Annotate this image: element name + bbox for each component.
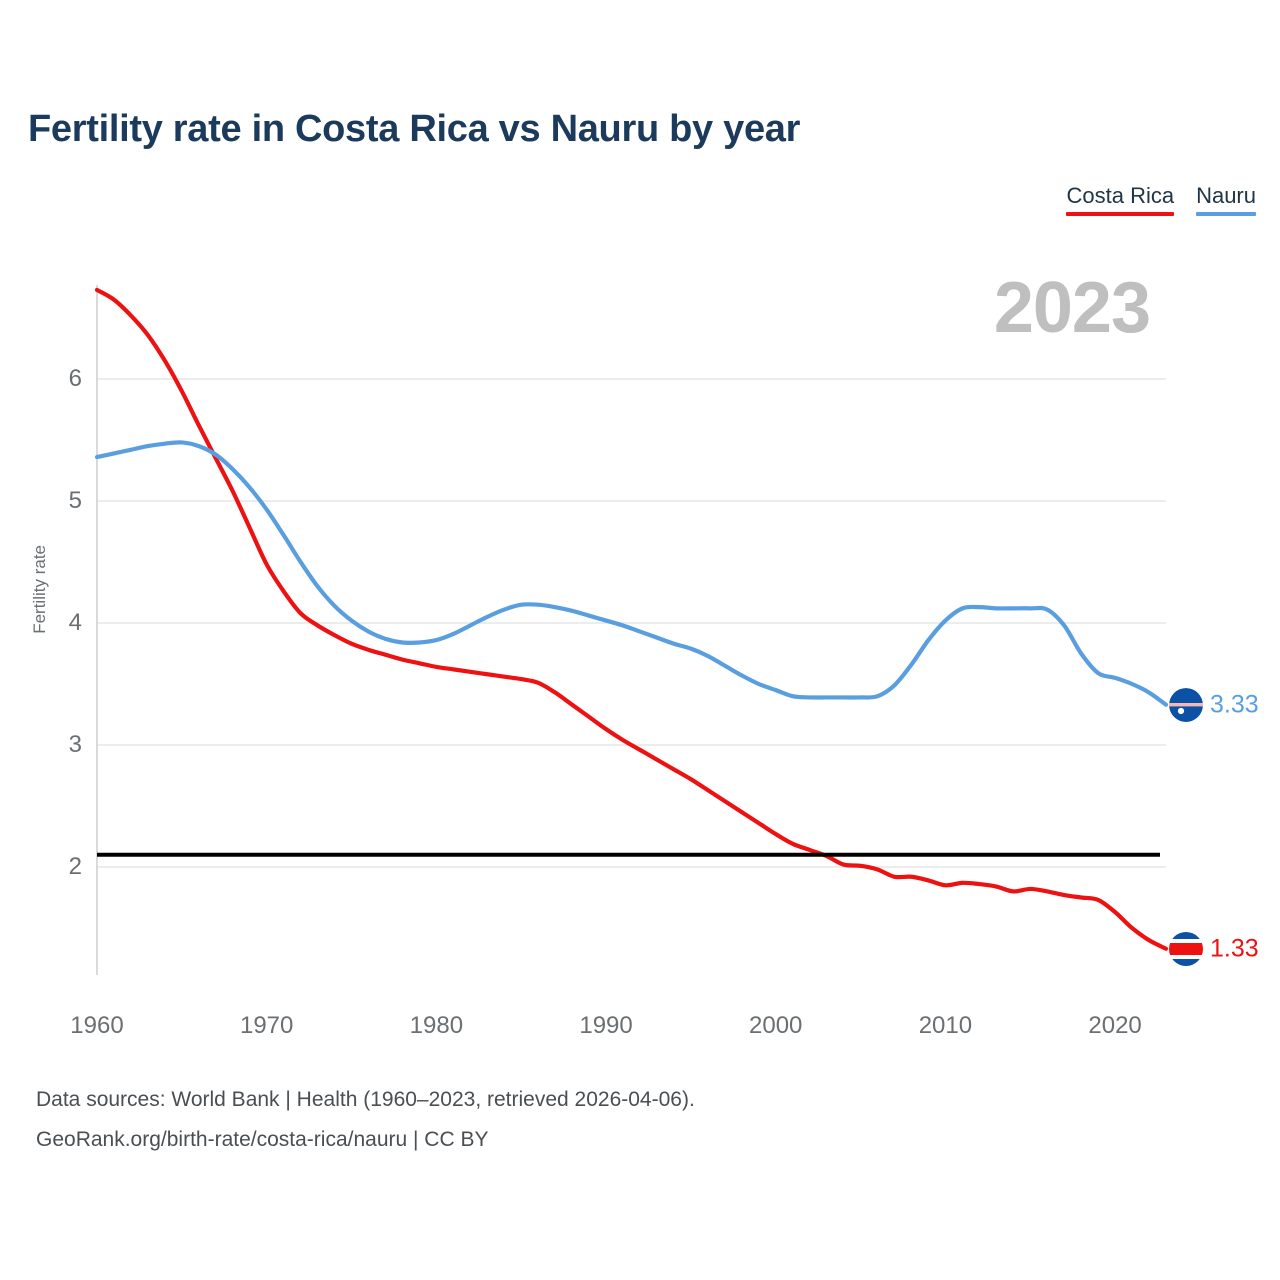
x-axis-tick-1960: 1960: [70, 1012, 124, 1039]
y-axis-tick-3: 3: [68, 731, 82, 758]
legend-color-swatch-costa-rica: [1066, 212, 1175, 216]
costa-rica-flag-icon: [1169, 931, 1203, 966]
footnote-data-sources: Data sources: World Bank | Health (1960–…: [36, 1088, 695, 1111]
end-value-label-nauru: 3.33: [1210, 690, 1259, 719]
chart-legend: Costa Rica Nauru: [1066, 183, 1256, 216]
page-title: Fertility rate in Costa Rica vs Nauru by…: [28, 108, 801, 150]
series-line-costa-rica: [94, 287, 1169, 951]
x-axis-tick-1990: 1990: [579, 1012, 633, 1039]
x-axis-tick-2000: 2000: [749, 1012, 803, 1039]
legend-label-costa-rica: Costa Rica: [1066, 183, 1175, 208]
nauru-flag-icon: [1169, 687, 1203, 722]
x-axis-tick-2020: 2020: [1088, 1012, 1142, 1039]
y-axis-tick-5: 5: [68, 487, 82, 514]
x-axis-tick-1970: 1970: [239, 1012, 294, 1039]
y-axis-tick-6: 6: [68, 365, 82, 392]
x-axis-tick-1980: 1980: [409, 1012, 464, 1039]
end-value-label-costa-rica: 1.33: [1210, 934, 1259, 963]
x-axis-tick-2010: 2010: [918, 1012, 973, 1039]
y-axis-tick-4: 4: [68, 609, 82, 636]
footnote-attribution: GeoRank.org/birth-rate/costa-rica/nauru …: [36, 1128, 489, 1151]
legend-label-nauru: Nauru: [1196, 183, 1256, 208]
series-line-nauru: [94, 440, 1169, 707]
legend-item-costa-rica[interactable]: Costa Rica: [1066, 183, 1175, 216]
legend-color-swatch-nauru: [1196, 212, 1256, 216]
y-axis-tick-2: 2: [68, 853, 82, 880]
current-year-badge: 2023: [993, 268, 1151, 348]
legend-item-nauru[interactable]: Nauru: [1196, 183, 1256, 216]
